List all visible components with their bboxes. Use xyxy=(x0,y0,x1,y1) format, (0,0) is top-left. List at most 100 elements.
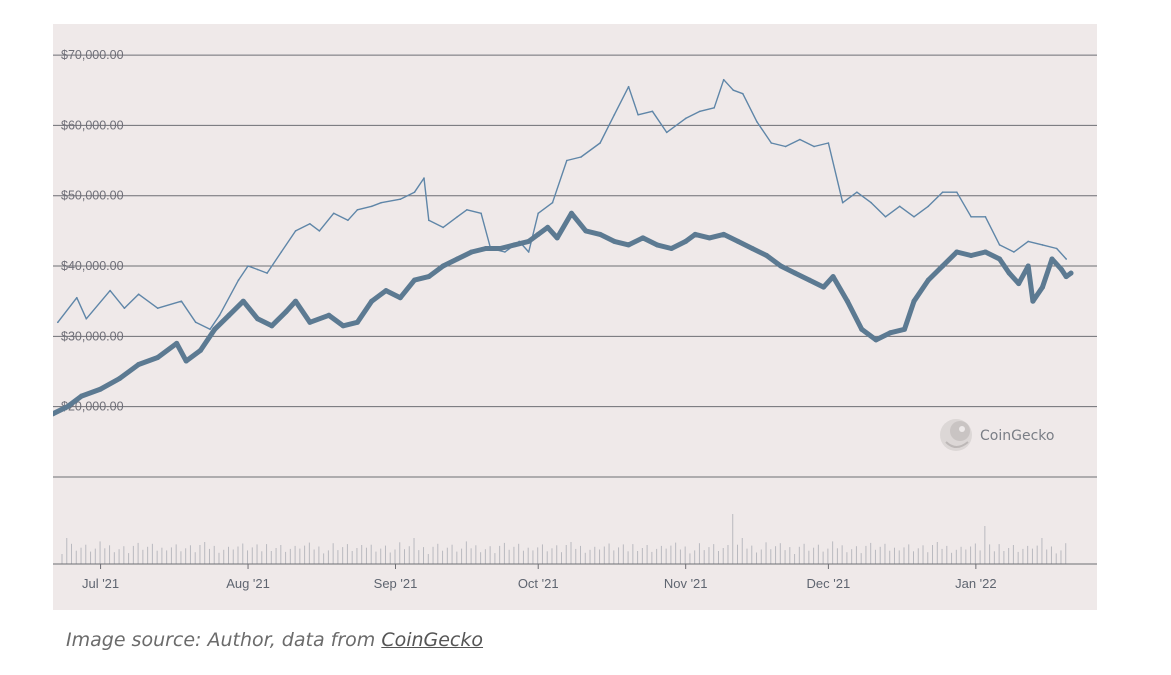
price-chart: $70,000.00 $60,000.00 $50,000.00 $40,000.00… xyxy=(53,48,1097,591)
data-point-thin xyxy=(1065,258,1067,260)
data-point-thin xyxy=(756,121,758,123)
data-point-thick xyxy=(511,242,517,248)
data-point-thin xyxy=(256,268,259,271)
y-axis-ticks: $70,000.00 $60,000.00 $50,000.00 $40,000.00… xyxy=(61,48,124,414)
data-point-thick xyxy=(925,277,931,283)
data-point-thick xyxy=(307,319,313,325)
data-point-thin xyxy=(580,156,582,158)
data-point-thin xyxy=(209,328,211,331)
data-point-thick xyxy=(64,404,70,410)
data-point-thin xyxy=(57,321,59,324)
data-point-thin xyxy=(870,201,872,204)
data-point-thin xyxy=(123,307,126,310)
data-point-thick xyxy=(354,319,360,325)
data-point-thin xyxy=(442,226,444,229)
data-point-thick xyxy=(269,323,275,329)
data-point-thick xyxy=(226,312,232,318)
data-point-thin xyxy=(280,251,283,253)
data-point-thin xyxy=(841,201,844,204)
data-point-thin xyxy=(627,85,630,88)
data-point-thick xyxy=(668,246,674,251)
data-point-thin xyxy=(970,216,972,218)
data-point-thin xyxy=(318,230,321,232)
data-point-thick xyxy=(497,246,503,251)
grid-lines xyxy=(53,54,1097,478)
data-point-thin xyxy=(218,314,221,317)
data-point-thin xyxy=(347,219,349,222)
data-point-thin xyxy=(898,205,901,208)
data-point-thick xyxy=(792,270,798,276)
data-point-thick xyxy=(240,298,246,304)
data-point-thick xyxy=(887,330,893,336)
data-point-thin xyxy=(884,216,887,218)
data-point-thick xyxy=(1025,263,1031,269)
volume-bars xyxy=(61,514,1067,564)
data-point-thin xyxy=(537,212,539,215)
data-point-thin xyxy=(356,209,359,211)
x-tick-label: Nov '21 xyxy=(664,576,708,591)
data-point-thick xyxy=(1016,281,1022,287)
data-point-thick xyxy=(340,323,346,329)
data-point-thin xyxy=(742,92,744,95)
data-point-thin xyxy=(247,265,249,267)
y-tick-label: $20,000.00 xyxy=(61,400,124,414)
data-point-thick xyxy=(821,284,827,290)
data-point-thin xyxy=(998,244,1001,246)
data-point-thin xyxy=(480,212,482,215)
data-point-thin xyxy=(428,219,430,222)
data-point-thick xyxy=(778,263,784,269)
data-point-thick xyxy=(535,231,541,237)
data-point-thick xyxy=(1006,270,1012,276)
data-point-thick xyxy=(1030,298,1036,304)
data-point-thin xyxy=(370,205,373,208)
data-point-thick xyxy=(954,249,960,255)
data-point-thin xyxy=(1041,244,1044,246)
data-point-thick xyxy=(293,298,299,304)
data-point-thick xyxy=(412,277,417,283)
data-point-thin xyxy=(294,230,297,232)
data-point-thin xyxy=(1013,251,1015,253)
y-tick-label: $30,000.00 xyxy=(61,329,124,343)
data-point-thick xyxy=(136,362,142,367)
coingecko-watermark: CoinGecko xyxy=(940,419,1054,451)
data-point-thin xyxy=(266,272,268,274)
data-point-thin xyxy=(85,318,88,320)
y-tick-label: $60,000.00 xyxy=(61,118,124,132)
data-point-thick xyxy=(749,246,755,251)
data-point-thick xyxy=(440,263,446,269)
data-point-thick xyxy=(1063,274,1069,280)
data-point-thick xyxy=(483,246,489,251)
data-point-thick xyxy=(326,312,332,318)
data-point-thick xyxy=(1040,284,1045,290)
data-point-thin xyxy=(941,191,944,193)
data-point-thin xyxy=(599,142,601,144)
data-point-thick xyxy=(454,256,460,262)
data-point-thin xyxy=(76,296,78,299)
x-tick-label: Aug '21 xyxy=(226,576,270,591)
data-point-thin xyxy=(613,114,616,116)
y-tick-label: $70,000.00 xyxy=(61,48,124,62)
data-point-thick xyxy=(844,298,850,304)
data-point-thin xyxy=(504,251,506,253)
data-point-thin xyxy=(1055,247,1058,250)
data-point-thin xyxy=(423,177,425,179)
data-point-thin xyxy=(984,216,987,218)
data-point-thin xyxy=(180,300,183,303)
image-caption: Image source: Author, data from CoinGeck… xyxy=(66,629,483,651)
data-point-thick xyxy=(764,253,770,258)
data-point-thick xyxy=(1068,270,1074,276)
data-point-thick xyxy=(806,277,812,283)
data-point-thick xyxy=(155,355,161,360)
coingecko-link[interactable]: CoinGecko xyxy=(381,629,484,651)
data-point-thick xyxy=(53,411,56,417)
data-point-thin xyxy=(332,212,335,215)
data-point-thick xyxy=(902,326,907,332)
data-point-thick xyxy=(830,274,836,280)
data-point-thin xyxy=(566,159,568,162)
series-lines xyxy=(53,78,1074,417)
chart-panel: $70,000.00 $60,000.00 $50,000.00 $40,000.00… xyxy=(53,24,1097,610)
data-point-thick xyxy=(597,231,603,237)
data-point-thick xyxy=(79,393,84,399)
data-point-thick xyxy=(873,337,879,343)
data-point-thick xyxy=(940,263,946,269)
